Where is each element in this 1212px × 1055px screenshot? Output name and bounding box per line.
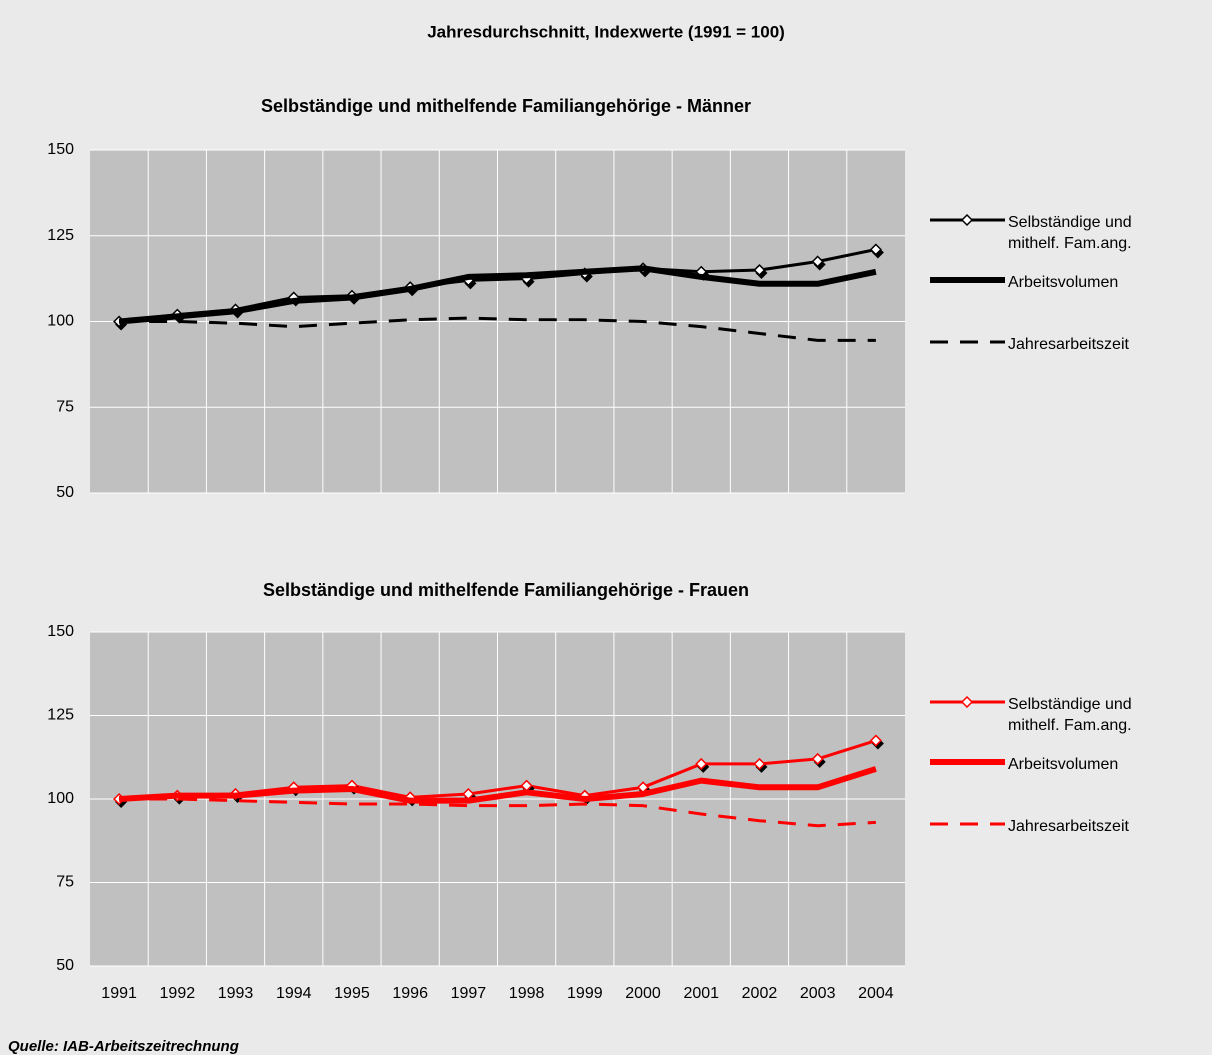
x-tick-label: 1993 xyxy=(218,985,254,1002)
x-tick-label: 1991 xyxy=(101,985,137,1002)
marker xyxy=(753,263,766,277)
y-tick-label: 75 xyxy=(56,874,74,891)
legend-label: Arbeitsvolumen xyxy=(1008,274,1119,291)
y-tick-label: 100 xyxy=(47,313,74,330)
x-tick-label: 1997 xyxy=(451,985,487,1002)
x-tick-label: 2000 xyxy=(625,985,661,1002)
chart-title: Selbständige und mithelfende Familiangeh… xyxy=(263,580,749,600)
x-tick-label: 1994 xyxy=(276,985,312,1002)
legend-label: Jahresarbeitszeit xyxy=(1008,818,1129,835)
legend-marker xyxy=(960,695,974,709)
x-tick-label: 2001 xyxy=(683,985,719,1002)
legend-label: Selbständige und mithelf. Fam.ang. xyxy=(1008,696,1132,734)
x-tick-label: 1992 xyxy=(160,985,196,1002)
marker xyxy=(869,243,882,256)
line-series xyxy=(118,265,877,325)
y-tick-label: 125 xyxy=(47,227,74,244)
marker xyxy=(695,757,708,770)
marker xyxy=(811,255,824,268)
y-tick-label: 50 xyxy=(56,484,74,501)
y-tick-label: 125 xyxy=(47,707,74,724)
line-series xyxy=(119,797,876,828)
y-tick-label: 75 xyxy=(56,398,74,415)
line-series xyxy=(118,766,877,804)
y-tick-label: 100 xyxy=(47,790,74,807)
marker xyxy=(753,757,766,770)
line-series xyxy=(119,316,876,342)
x-tick-label: 1999 xyxy=(567,985,603,1002)
y-tick-label: 150 xyxy=(47,623,74,640)
source: Quelle: IAB-Arbeitszeitrechnung xyxy=(8,1038,239,1055)
x-tick-label: 1998 xyxy=(509,985,545,1002)
chart-title: Selbständige und mithelfende Familiangeh… xyxy=(261,96,751,116)
x-tick-label: 2003 xyxy=(800,985,836,1002)
x-tick-label: 2004 xyxy=(858,985,894,1002)
x-tick-label: 1995 xyxy=(334,985,370,1002)
legend-label: Selbständige und mithelf. Fam.ang. xyxy=(1008,214,1132,252)
legend-label: Arbeitsvolumen xyxy=(1008,756,1119,773)
x-tick-label: 1996 xyxy=(392,985,428,1002)
y-tick-label: 50 xyxy=(56,957,74,974)
marker xyxy=(811,752,824,765)
y-tick-label: 150 xyxy=(47,141,74,158)
legend-label: Jahresarbeitszeit xyxy=(1008,336,1129,353)
legend-marker xyxy=(960,213,974,227)
subtitle: Jahresdurchschnitt, Indexwerte (1991 = 1… xyxy=(427,22,785,41)
x-tick-label: 2002 xyxy=(742,985,778,1002)
marker xyxy=(869,734,882,747)
